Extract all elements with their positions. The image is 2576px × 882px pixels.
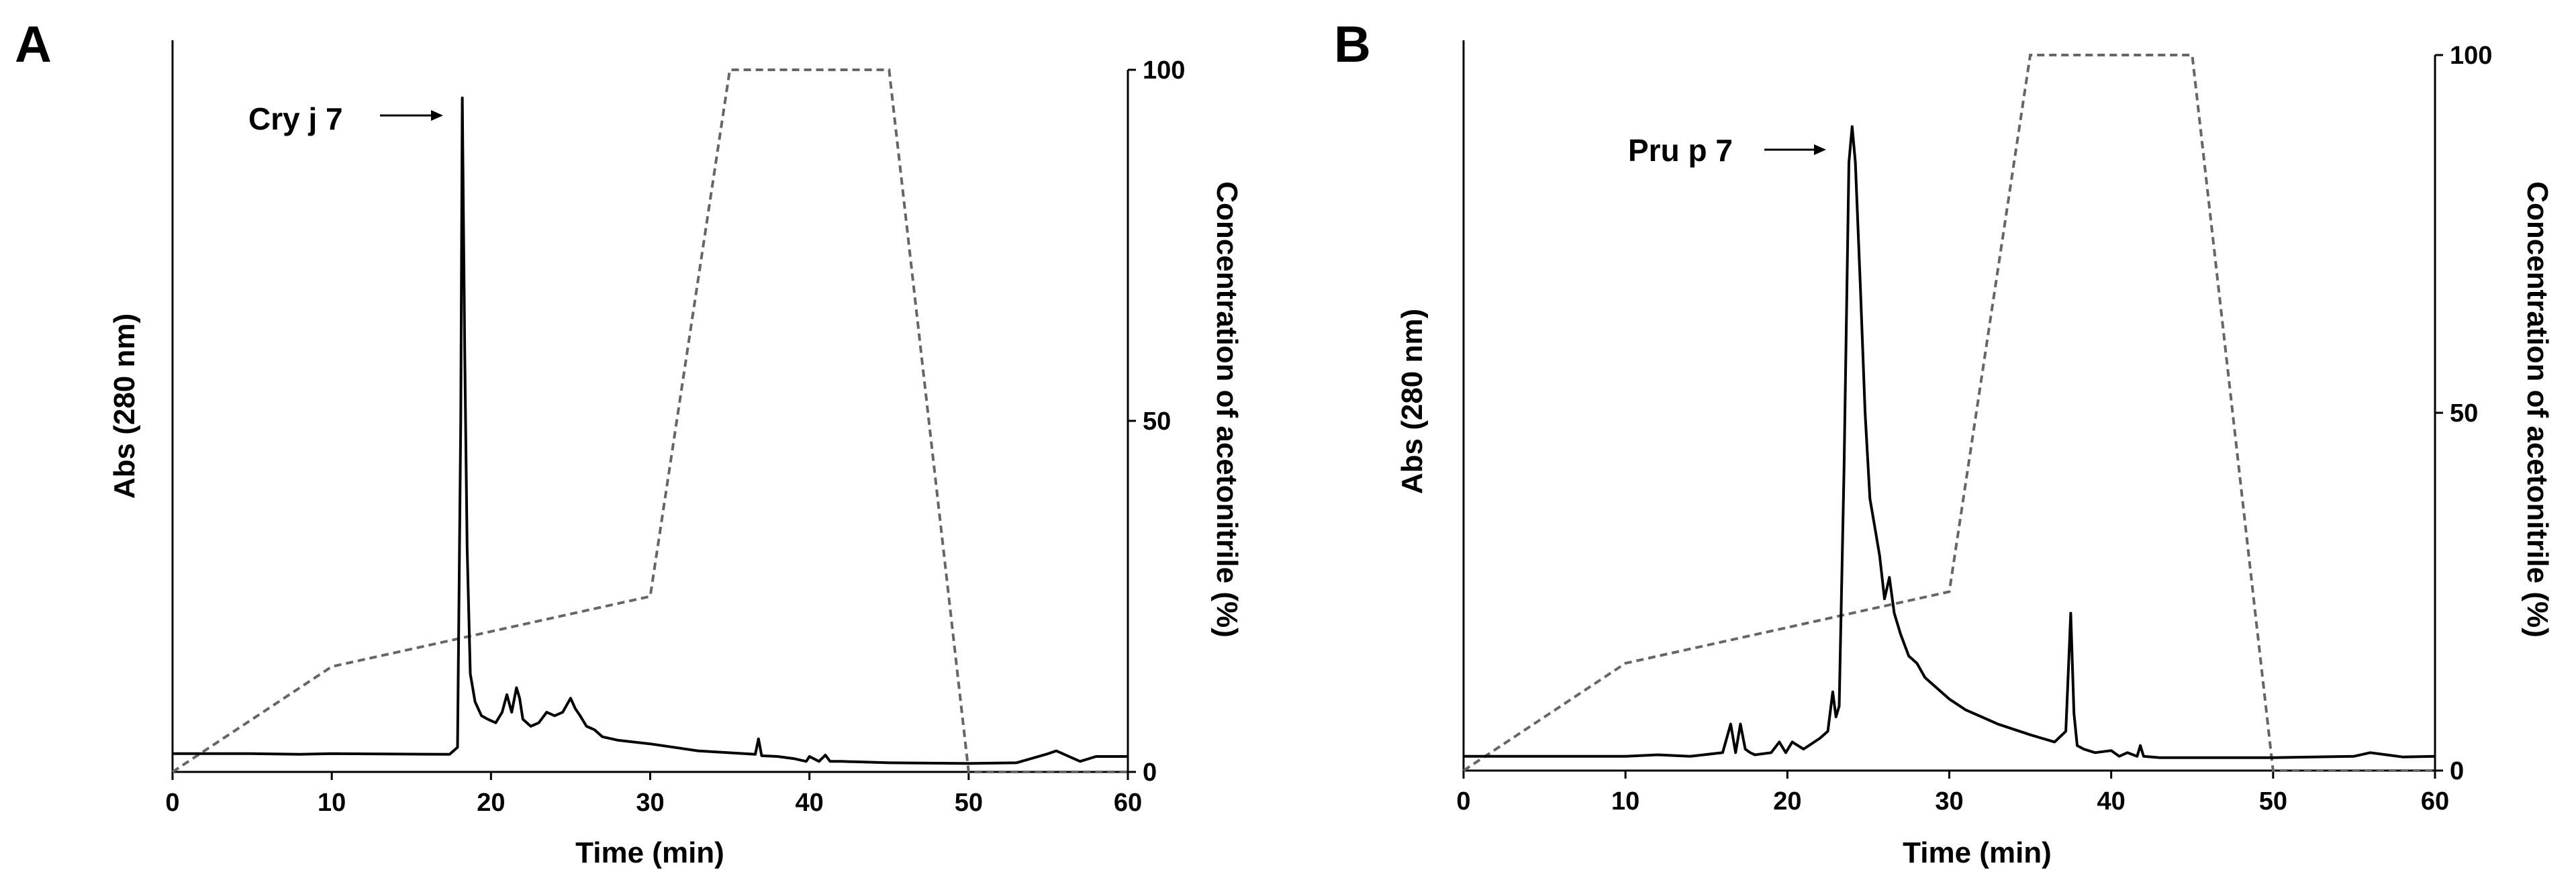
- left-y-axis-title: Abs (280 nm): [1396, 309, 1429, 494]
- right-y-ticks: 0 50 100: [2435, 42, 2492, 785]
- x-tick-label: 20: [1773, 787, 1801, 816]
- right-y-axis-title: Concentration of acetonitrile (%): [2521, 181, 2554, 638]
- panel-letter-a: A: [15, 16, 52, 73]
- y2-tick-label: 0: [2450, 757, 2464, 785]
- x-tick-label: 20: [477, 789, 505, 817]
- y2-tick-label: 50: [1143, 407, 1171, 436]
- acetonitrile-gradient-line: [171, 68, 1128, 773]
- panel-b: B 0 10 20 30 40 50 60 0 50 100 Pru p 7 Time (min…: [1334, 16, 2554, 869]
- y2-tick-label: 100: [2450, 42, 2492, 70]
- x-tick-label: 60: [2421, 787, 2449, 816]
- peak-annotation-label: Cry j 7: [248, 101, 343, 136]
- x-tick-label: 0: [1456, 787, 1470, 816]
- x-ticks: 0 10 20 30 40 50 60: [165, 772, 1142, 817]
- x-tick-label: 10: [1611, 787, 1639, 816]
- x-tick-label: 40: [2097, 787, 2126, 816]
- x-tick-label: 50: [955, 789, 983, 817]
- x-tick-label: 30: [1935, 787, 1963, 816]
- y2-tick-label: 100: [1143, 56, 1185, 85]
- left-y-axis-title: Abs (280 nm): [108, 313, 141, 499]
- x-tick-label: 50: [2259, 787, 2287, 816]
- x-axis-title: Time (min): [1903, 836, 2052, 869]
- acetonitrile-gradient-line: [1462, 54, 2435, 772]
- panel-letter-b: B: [1334, 16, 1371, 73]
- x-tick-label: 60: [1114, 789, 1142, 817]
- x-tick-label: 0: [165, 789, 179, 817]
- annotation-arrowhead: [1814, 144, 1826, 155]
- y2-tick-label: 50: [2450, 399, 2478, 428]
- y2-tick-label: 0: [1143, 758, 1157, 787]
- x-axis-title: Time (min): [575, 836, 724, 869]
- right-y-axis-title: Concentration of acetonitrile (%): [1210, 181, 1243, 638]
- peak-annotation-label: Pru p 7: [1628, 133, 1733, 168]
- annotation-arrowhead: [431, 110, 443, 121]
- absorbance-trace: [173, 96, 1128, 765]
- x-tick-label: 10: [318, 789, 346, 817]
- x-tick-label: 30: [636, 789, 664, 817]
- right-y-ticks: 0 50 100: [1128, 56, 1185, 787]
- panel-a: A 0 10 20 30 40 50 60 0 50 100 Cry j 7 Time (min…: [15, 16, 1243, 869]
- x-ticks: 0 10 20 30 40 50 60: [1456, 771, 2449, 816]
- absorbance-trace: [1464, 125, 2436, 759]
- x-tick-label: 40: [796, 789, 824, 817]
